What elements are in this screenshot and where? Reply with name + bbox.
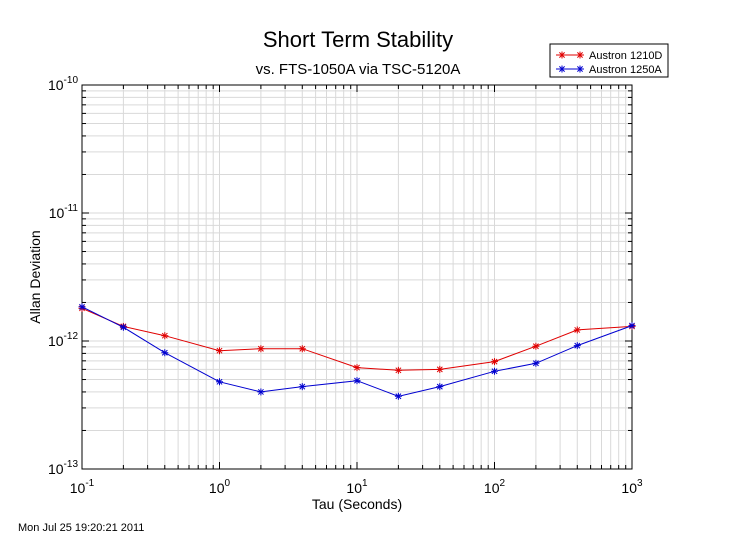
data-point-austron-1250a bbox=[298, 383, 306, 391]
y-tick-label: 10-13 bbox=[48, 459, 78, 477]
y-tick-label: 10-11 bbox=[49, 203, 79, 221]
data-point-austron-1250a bbox=[257, 388, 265, 396]
x-axis-label: Tau (Seconds) bbox=[312, 496, 402, 512]
data-point-austron-1250a bbox=[573, 342, 581, 350]
legend-label-austron-1210d: Austron 1210D bbox=[589, 50, 662, 62]
x-tick-labels: 10-1 100 101 102 103 bbox=[70, 478, 643, 496]
tick-marks bbox=[81, 84, 633, 470]
data-point-austron-1250a bbox=[353, 377, 361, 385]
x-tick-label-exponent: -1 bbox=[85, 478, 94, 489]
data-point-austron-1250a bbox=[161, 349, 169, 357]
legend-marker-austron-1250a bbox=[558, 65, 566, 73]
data-point-austron-1250a bbox=[532, 359, 540, 367]
y-axis-label: Allan Deviation bbox=[27, 230, 43, 323]
legend-label-austron-1250a: Austron 1250A bbox=[589, 64, 662, 76]
legend-box bbox=[549, 43, 669, 78]
data-point-austron-1250a bbox=[491, 367, 498, 375]
chart-title: Short Term Stability bbox=[263, 27, 453, 52]
x-tick-label-exponent: 0 bbox=[225, 478, 231, 489]
grid bbox=[82, 85, 632, 469]
x-tick-label: 102 bbox=[484, 478, 506, 496]
x-tick-label: 103 bbox=[621, 478, 643, 496]
data-point-austron-1250a bbox=[119, 323, 127, 331]
legend-marker-austron-1210d bbox=[576, 51, 584, 59]
data-point-austron-1210d bbox=[436, 365, 444, 373]
y-tick-label-base: 10 bbox=[48, 77, 64, 93]
x-tick-label-exponent: 3 bbox=[637, 478, 643, 489]
data-point-austron-1250a bbox=[78, 303, 86, 311]
y-tick-label-base: 10 bbox=[48, 461, 64, 477]
x-tick-label-base: 10 bbox=[209, 480, 225, 496]
x-tick-label: 100 bbox=[209, 478, 231, 496]
data-point-austron-1250a bbox=[394, 392, 402, 400]
timestamp: Mon Jul 25 19:20:21 2011 bbox=[18, 522, 145, 534]
data-point-austron-1210d bbox=[161, 332, 169, 340]
x-tick-label: 10-1 bbox=[70, 478, 95, 496]
x-tick-label-exponent: 2 bbox=[500, 478, 506, 489]
y-tick-label-base: 10 bbox=[48, 333, 64, 349]
x-tick-label-exponent: 1 bbox=[362, 478, 368, 489]
legend-marker-austron-1210d bbox=[558, 51, 566, 59]
data-point-austron-1210d bbox=[298, 345, 306, 353]
data-point-austron-1210d bbox=[257, 345, 265, 353]
y-tick-label-exponent: -12 bbox=[64, 331, 79, 342]
data-point-austron-1210d bbox=[491, 358, 498, 366]
data-point-austron-1210d bbox=[216, 347, 223, 355]
data-point-austron-1250a bbox=[628, 322, 636, 330]
y-tick-label: 10-10 bbox=[48, 75, 78, 93]
x-tick-label-base: 10 bbox=[70, 480, 86, 496]
y-tick-label-exponent: -13 bbox=[64, 459, 79, 470]
legend-marker-austron-1250a bbox=[576, 65, 584, 73]
x-tick-label: 101 bbox=[346, 478, 368, 496]
x-tick-label-base: 10 bbox=[346, 480, 362, 496]
x-tick-label-base: 10 bbox=[484, 480, 500, 496]
data-point-austron-1250a bbox=[436, 383, 444, 391]
y-tick-label-exponent: -11 bbox=[64, 203, 78, 214]
data-point-austron-1250a bbox=[216, 378, 223, 386]
y-tick-label-exponent: -10 bbox=[64, 75, 79, 86]
legend: Austron 1210D Austron 1250A bbox=[549, 43, 669, 78]
y-tick-label-base: 10 bbox=[49, 205, 65, 221]
data-point-austron-1210d bbox=[573, 326, 581, 334]
data-point-austron-1210d bbox=[532, 342, 540, 350]
data-point-austron-1210d bbox=[394, 366, 402, 374]
x-tick-label-base: 10 bbox=[621, 480, 637, 496]
series-layer bbox=[78, 303, 636, 400]
data-point-austron-1210d bbox=[353, 364, 361, 372]
chart-subtitle: vs. FTS-1050A via TSC-5120A bbox=[256, 61, 461, 78]
y-tick-label: 10-12 bbox=[48, 331, 78, 349]
